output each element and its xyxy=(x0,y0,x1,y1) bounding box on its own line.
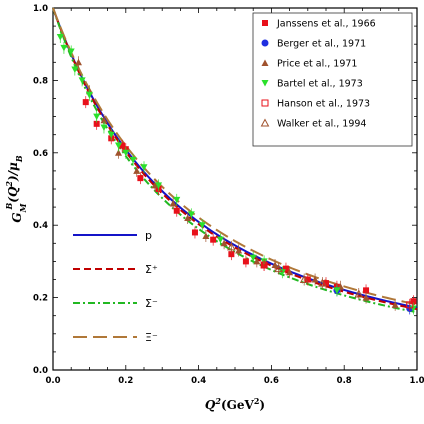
y-tick-label: 0.2 xyxy=(33,294,48,304)
data-point xyxy=(260,261,268,269)
curve-key-label: Σ⁻ xyxy=(145,297,158,310)
data-point xyxy=(409,305,417,312)
data-point xyxy=(115,142,123,150)
legend-label: Janssens et al., 1966 xyxy=(276,19,376,30)
data-point xyxy=(299,274,309,283)
data-point xyxy=(129,157,137,164)
data-point xyxy=(235,247,243,254)
data-point xyxy=(227,242,236,251)
x-tick-label: 0.6 xyxy=(264,376,279,386)
data-point xyxy=(71,66,79,74)
data-point xyxy=(318,278,327,287)
data-point xyxy=(100,124,108,131)
data-point xyxy=(78,77,86,84)
data-point xyxy=(249,254,257,262)
data-point xyxy=(278,269,286,276)
data-point xyxy=(323,280,329,287)
x-tick-label: 0.2 xyxy=(118,376,133,386)
y-tick-label: 1.0 xyxy=(33,4,48,14)
data-point xyxy=(93,120,100,127)
data-point xyxy=(311,276,319,283)
data-point xyxy=(82,99,89,106)
data-point xyxy=(60,44,68,52)
data-point xyxy=(100,116,108,124)
data-point xyxy=(253,257,261,265)
y-tick-label: 0.6 xyxy=(33,149,48,159)
data-point xyxy=(271,261,279,269)
x-axis-title: Q2(GeV2) xyxy=(205,396,265,412)
legend-marker xyxy=(260,118,270,127)
curve-Ξ⁻ xyxy=(52,7,418,306)
data-point xyxy=(155,182,163,189)
legend-label: Berger et al., 1971 xyxy=(277,39,366,50)
legend: Janssens et al., 1966 Berger et al., 1971… xyxy=(252,12,413,147)
data-point xyxy=(228,251,235,258)
data-point xyxy=(85,91,93,99)
x-tick-label: 0.0 xyxy=(45,376,60,386)
data-point xyxy=(242,258,249,265)
data-point xyxy=(274,264,284,273)
data-point xyxy=(93,113,101,121)
legend-marker xyxy=(262,20,268,26)
data-point xyxy=(210,236,217,243)
curve-key-label: Σ⁺ xyxy=(145,263,158,276)
curve-Σ⁺ xyxy=(52,7,418,311)
data-point xyxy=(137,175,144,182)
data-point xyxy=(173,207,180,214)
legend-box xyxy=(252,12,413,147)
data-point xyxy=(286,268,294,276)
data-point xyxy=(187,211,195,218)
data-point xyxy=(198,222,206,229)
data-point xyxy=(333,287,341,294)
data-point xyxy=(410,298,417,305)
data-point xyxy=(363,287,370,294)
data-point xyxy=(282,265,289,272)
legend-label: Price et al., 1971 xyxy=(277,59,357,70)
legend-items: Janssens et al., 1966 Berger et al., 1971… xyxy=(260,19,376,130)
data-points xyxy=(56,30,417,315)
y-tick-label: 0.0 xyxy=(33,366,48,376)
data-point xyxy=(67,48,75,55)
data-point xyxy=(107,131,115,139)
data-point xyxy=(202,232,210,240)
data-point xyxy=(304,276,311,283)
y-tick-label: 0.8 xyxy=(33,76,48,86)
x-tick-label: 1.0 xyxy=(409,376,424,386)
y-axis-title: GMB(Q2)/μB xyxy=(4,155,28,222)
data-point xyxy=(169,199,177,207)
x-tick-label: 0.4 xyxy=(191,376,206,386)
data-point xyxy=(151,181,159,189)
x-tick-label: 0.8 xyxy=(337,376,352,386)
data-point xyxy=(216,236,224,244)
legend-marker xyxy=(261,80,269,87)
data-point xyxy=(391,301,399,308)
legend-label: Walker et al., 1994 xyxy=(277,119,366,130)
data-point xyxy=(220,239,228,247)
data-point xyxy=(173,196,181,204)
data-point xyxy=(115,149,123,156)
axis-tick-labels: 0.0 0.2 0.4 0.6 0.8 1.0 0.0 0.2 0.4 0.6 0.8 1.0 xyxy=(33,4,424,386)
legend-label: Bartel et al., 1973 xyxy=(277,79,363,90)
data-point xyxy=(191,229,198,236)
data-point xyxy=(133,167,141,174)
data-point xyxy=(122,149,130,157)
curve-key-label: p xyxy=(145,229,152,242)
legend-marker xyxy=(261,59,269,66)
data-point xyxy=(119,142,126,149)
legend-marker xyxy=(261,99,269,107)
legend-marker xyxy=(261,39,269,47)
legend-label: Hanson et al., 1973 xyxy=(277,99,370,110)
y-tick-label: 0.4 xyxy=(33,221,48,231)
data-point xyxy=(362,294,370,301)
data-point xyxy=(406,301,414,309)
data-point xyxy=(74,58,82,66)
curve-key: p Σ⁺ Σ⁻ Ξ⁻ xyxy=(73,229,158,344)
data-point xyxy=(140,164,148,171)
data-point xyxy=(354,289,364,298)
data-point xyxy=(56,33,64,41)
curve-key-label: Ξ⁻ xyxy=(145,331,158,344)
data-point xyxy=(184,214,192,221)
